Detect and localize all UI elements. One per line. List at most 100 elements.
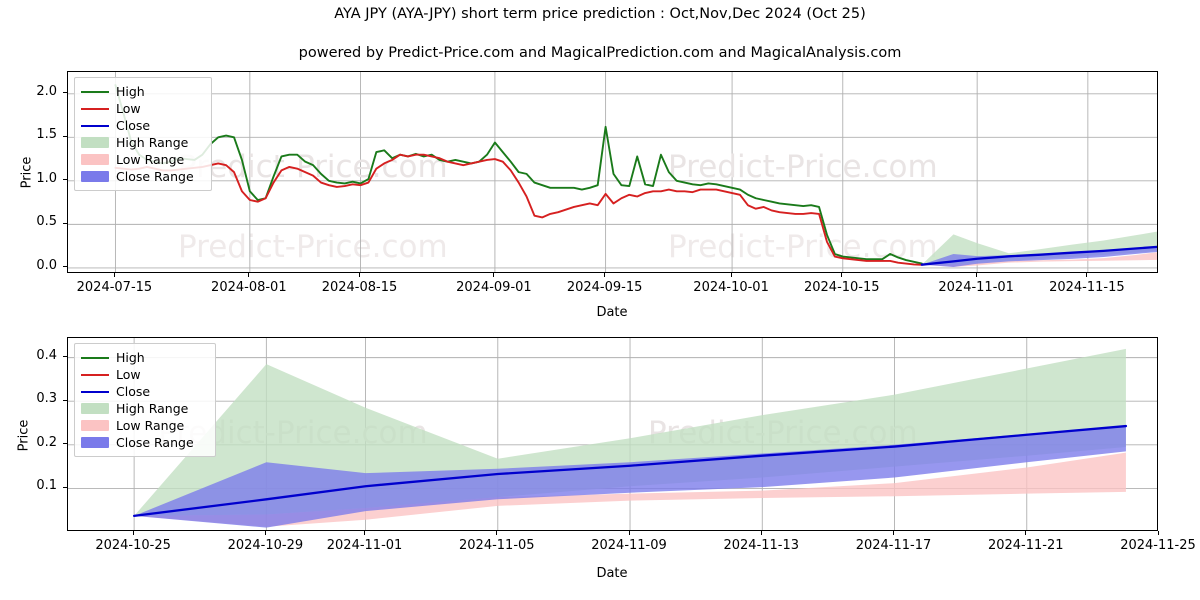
x-tick-mark: [975, 273, 977, 277]
legend-swatch-low-icon: [81, 369, 109, 381]
x-tick-mark: [1086, 273, 1088, 277]
y-tick-label: 0.4: [36, 347, 57, 363]
legend-swatch-close-icon: [81, 120, 109, 132]
legend-item-high-range[interactable]: High Range: [81, 134, 204, 151]
x-axis-label-bottom: Date: [596, 566, 628, 581]
x-tick-mark: [628, 531, 630, 535]
legend-swatch-low-icon: [81, 103, 109, 115]
y-tick-label: 0.0: [36, 257, 57, 273]
y-tick-label: 0.3: [36, 391, 57, 407]
x-tick-mark: [760, 531, 762, 535]
x-tick-label: 2024-11-05: [459, 538, 535, 553]
x-tick-mark: [496, 531, 498, 535]
x-tick-mark: [893, 531, 894, 535]
legend-item-high-range[interactable]: High Range: [81, 400, 208, 417]
x-tick-mark: [264, 531, 266, 535]
x-tick-mark: [364, 531, 366, 535]
x-tick-mark: [604, 273, 606, 277]
x-tick-label: 2024-10-01: [693, 280, 769, 295]
x-tick-label: 2024-11-09: [591, 538, 667, 553]
legend-historical: High Low Close High Range Low Range Close Ran…: [74, 77, 212, 191]
legend-item-low-range[interactable]: Low Range: [81, 151, 204, 168]
legend-swatch-close-icon: [81, 386, 109, 398]
legend-item-low[interactable]: Low: [81, 366, 208, 383]
x-tick-label: 2024-11-01: [326, 538, 403, 553]
legend-label: Close Range: [116, 169, 194, 184]
x-tick-label: 2024-11-25: [1120, 538, 1196, 553]
svg-text:Predict-Price.com: Predict-Price.com: [668, 149, 938, 185]
legend-label: Low: [116, 101, 141, 116]
legend-swatch-low-range-icon: [81, 420, 109, 431]
x-tick-label: 2024-08-01: [211, 280, 287, 295]
x-tick-label: 2024-10-15: [803, 280, 880, 295]
x-tick-label: 2024-09-01: [456, 280, 532, 295]
y-tick-mark: [63, 486, 67, 488]
page-subtitle: powered by Predict-Price.com and Magical…: [298, 45, 902, 61]
y-tick-label: 1.5: [36, 127, 57, 143]
legend-item-close-range[interactable]: Close Range: [81, 168, 204, 185]
y-tick-label: 2.0: [36, 83, 57, 99]
plot-area-historical: Predict-Price.com Predict-Price.com Predic…: [67, 71, 1158, 273]
y-tick-mark: [63, 179, 67, 181]
x-tick-label: 2024-07-15: [76, 280, 153, 295]
legend-swatch-high-icon: [81, 86, 109, 98]
y-tick-label: 1.0: [36, 170, 57, 186]
y-tick-mark: [63, 399, 67, 401]
legend-item-low[interactable]: Low: [81, 100, 204, 117]
legend-label: Low Range: [116, 152, 185, 167]
legend-label: Low: [116, 367, 141, 382]
x-tick-mark: [113, 273, 115, 277]
y-tick-mark: [63, 135, 67, 137]
legend-label: High: [116, 84, 145, 99]
legend-item-close-range[interactable]: Close Range: [81, 434, 208, 451]
legend-label: High Range: [116, 135, 189, 150]
x-tick-mark: [248, 273, 250, 277]
legend-item-close[interactable]: Close: [81, 117, 204, 134]
x-tick-label: 2024-11-13: [723, 538, 800, 553]
x-tick-label: 2024-11-01: [938, 280, 1014, 295]
legend-item-close[interactable]: Close: [81, 383, 208, 400]
y-tick-label: 0.2: [36, 434, 57, 450]
x-tick-mark: [1025, 531, 1027, 535]
x-tick-label: 2024-10-29: [227, 538, 304, 553]
svg-text:Predict-Price.com: Predict-Price.com: [178, 229, 448, 265]
legend-swatch-low-range-icon: [81, 154, 109, 165]
plot-canvas-historical: Predict-Price.com Predict-Price.com Predic…: [68, 72, 1157, 272]
legend-swatch-close-range-icon: [81, 437, 109, 448]
y-tick-label: 0.1: [36, 478, 57, 494]
legend-item-high[interactable]: High: [81, 83, 204, 100]
x-tick-mark: [493, 273, 495, 277]
x-axis-label-top: Date: [596, 305, 628, 320]
x-tick-mark: [359, 273, 360, 277]
x-tick-mark: [132, 531, 134, 535]
x-tick-mark: [730, 273, 732, 277]
legend-item-high[interactable]: High: [81, 349, 208, 366]
x-tick-label: 2024-11-17: [855, 538, 932, 553]
x-tick-label: 2024-11-21: [987, 538, 1064, 553]
y-tick-mark: [63, 266, 67, 268]
legend-label: Close: [116, 118, 151, 133]
legend-item-low-range[interactable]: Low Range: [81, 417, 208, 434]
legend-swatch-high-range-icon: [81, 403, 109, 414]
x-tick-mark: [1157, 531, 1159, 535]
legend-swatch-close-range-icon: [81, 171, 109, 182]
x-tick-mark: [841, 273, 843, 277]
legend-label: Close Range: [116, 435, 194, 450]
svg-text:Predict-Price.com: Predict-Price.com: [178, 149, 448, 185]
y-tick-mark: [63, 443, 67, 445]
y-tick-mark: [63, 222, 67, 224]
legend-forecast: High Low Close High Range Low Range Close Ran…: [74, 343, 216, 457]
y-tick-label: 0.5: [36, 214, 57, 230]
page-title: AYA JPY (AYA-JPY) short term price predi…: [334, 6, 866, 22]
y-tick-mark: [63, 356, 67, 358]
x-tick-label: 2024-11-15: [1049, 280, 1125, 295]
legend-label: Close: [116, 384, 151, 399]
legend-swatch-high-range-icon: [81, 137, 109, 148]
svg-text:Predict-Price.com: Predict-Price.com: [668, 229, 938, 265]
x-tick-label: 2024-08-15: [321, 280, 398, 295]
legend-label: High Range: [116, 401, 189, 416]
x-tick-label: 2024-10-25: [95, 538, 171, 553]
